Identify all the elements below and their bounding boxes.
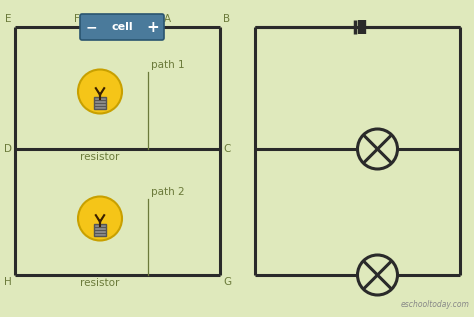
Text: path 2: path 2 xyxy=(151,187,185,197)
Text: F: F xyxy=(74,14,80,24)
Circle shape xyxy=(78,197,122,241)
Circle shape xyxy=(78,69,122,113)
Text: H: H xyxy=(4,277,12,287)
Text: G: G xyxy=(223,277,231,287)
Text: B: B xyxy=(223,14,230,24)
Text: +: + xyxy=(146,20,159,35)
Text: cell: cell xyxy=(111,22,133,32)
Text: eschooltoday.com: eschooltoday.com xyxy=(401,300,470,309)
Text: resistor: resistor xyxy=(80,278,120,288)
Circle shape xyxy=(357,129,398,169)
FancyBboxPatch shape xyxy=(80,14,164,40)
Text: C: C xyxy=(223,144,230,154)
Text: A: A xyxy=(164,14,171,24)
FancyBboxPatch shape xyxy=(94,224,106,236)
Text: −: − xyxy=(85,20,97,34)
Circle shape xyxy=(357,255,398,295)
FancyBboxPatch shape xyxy=(94,97,106,109)
Text: E: E xyxy=(6,14,12,24)
Text: resistor: resistor xyxy=(80,152,120,162)
Text: path 1: path 1 xyxy=(151,60,185,70)
Text: D: D xyxy=(4,144,12,154)
